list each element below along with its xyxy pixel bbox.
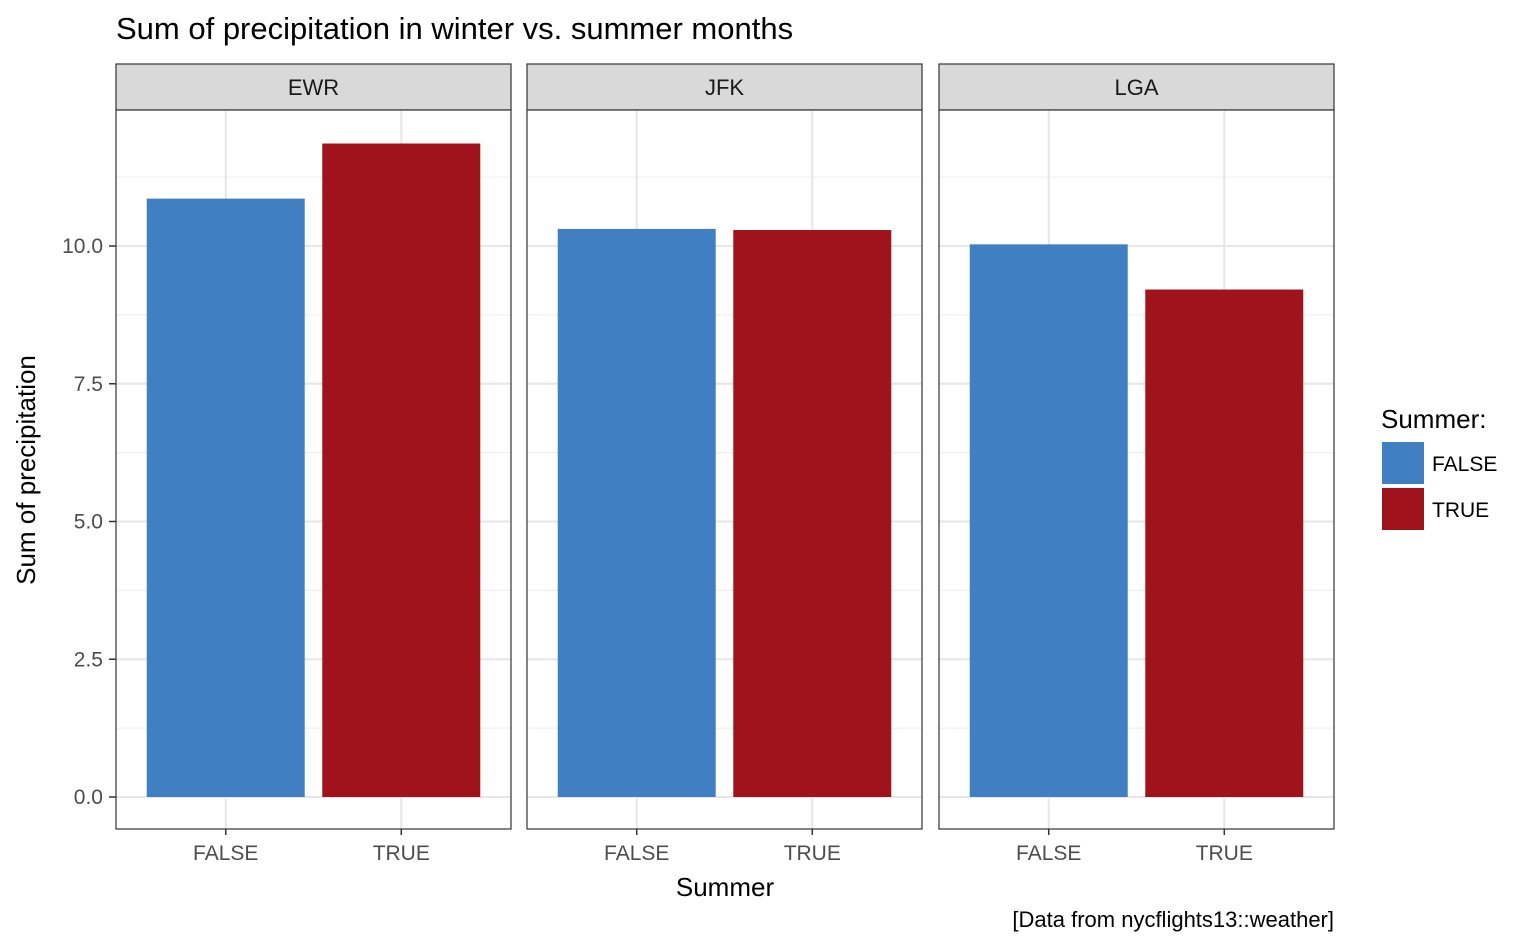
x-tick-label: FALSE bbox=[193, 842, 258, 865]
y-tick-label: 10.0 bbox=[62, 235, 103, 258]
facet-lga: LGA FALSE TRUE bbox=[938, 63, 1335, 865]
panel-border bbox=[938, 109, 1335, 830]
legend-label-false: FALSE bbox=[1432, 453, 1497, 476]
legend-key-false bbox=[1382, 442, 1424, 484]
y-tick-label: 2.5 bbox=[74, 648, 103, 671]
y-tick-label: 7.5 bbox=[74, 373, 103, 396]
legend-label-true: TRUE bbox=[1432, 499, 1489, 522]
x-axis-title: Summer bbox=[676, 872, 775, 902]
bar-true bbox=[1145, 289, 1304, 797]
bar-true bbox=[322, 143, 481, 797]
facet-strip-label: EWR bbox=[288, 75, 339, 100]
facet-strip bbox=[526, 63, 923, 111]
x-tick-label: TRUE bbox=[373, 842, 430, 865]
chart-title: Sum of precipitation in winter vs. summe… bbox=[116, 11, 793, 46]
bar-false bbox=[557, 228, 716, 797]
facet-jfk: JFK FALSE TRUE bbox=[526, 63, 923, 865]
y-tick-label: 0.0 bbox=[74, 786, 103, 809]
facet-strip-label: LGA bbox=[1114, 75, 1158, 100]
facet-panels: EWR FALSE TRUE JFK FALSE TRUE LGA FALSE TRUE bbox=[115, 63, 1335, 865]
x-tick-label: TRUE bbox=[1196, 842, 1253, 865]
bar-false bbox=[146, 198, 305, 797]
facet-strip-label: JFK bbox=[705, 75, 744, 100]
bar-false bbox=[969, 244, 1128, 798]
panel-border bbox=[115, 109, 512, 830]
bar-true bbox=[733, 230, 892, 797]
x-tick-label: FALSE bbox=[604, 842, 669, 865]
facet-strip bbox=[115, 63, 512, 111]
legend-title: Summer: bbox=[1381, 404, 1486, 434]
caption: [Data from nycflights13::weather] bbox=[1012, 907, 1334, 932]
panel-border bbox=[526, 109, 923, 830]
facet-ewr: EWR FALSE TRUE bbox=[115, 63, 512, 865]
y-axis-title: Sum of precipitation bbox=[11, 355, 41, 585]
y-tick-label: 5.0 bbox=[74, 511, 103, 534]
legend: Summer: FALSE TRUE bbox=[1381, 404, 1497, 530]
x-tick-label: FALSE bbox=[1016, 842, 1081, 865]
legend-key-true bbox=[1382, 488, 1424, 530]
facet-strip bbox=[938, 63, 1335, 111]
x-tick-label: TRUE bbox=[784, 842, 841, 865]
y-axis: 0.0 2.5 5.0 7.5 10.0 bbox=[62, 235, 116, 809]
